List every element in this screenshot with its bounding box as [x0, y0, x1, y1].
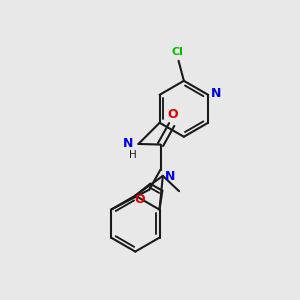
Text: O: O: [134, 193, 145, 206]
Text: H: H: [129, 150, 137, 161]
Text: N: N: [123, 137, 133, 150]
Text: N: N: [210, 87, 221, 100]
Text: O: O: [167, 108, 178, 121]
Text: Cl: Cl: [171, 47, 183, 57]
Text: N: N: [165, 170, 176, 183]
